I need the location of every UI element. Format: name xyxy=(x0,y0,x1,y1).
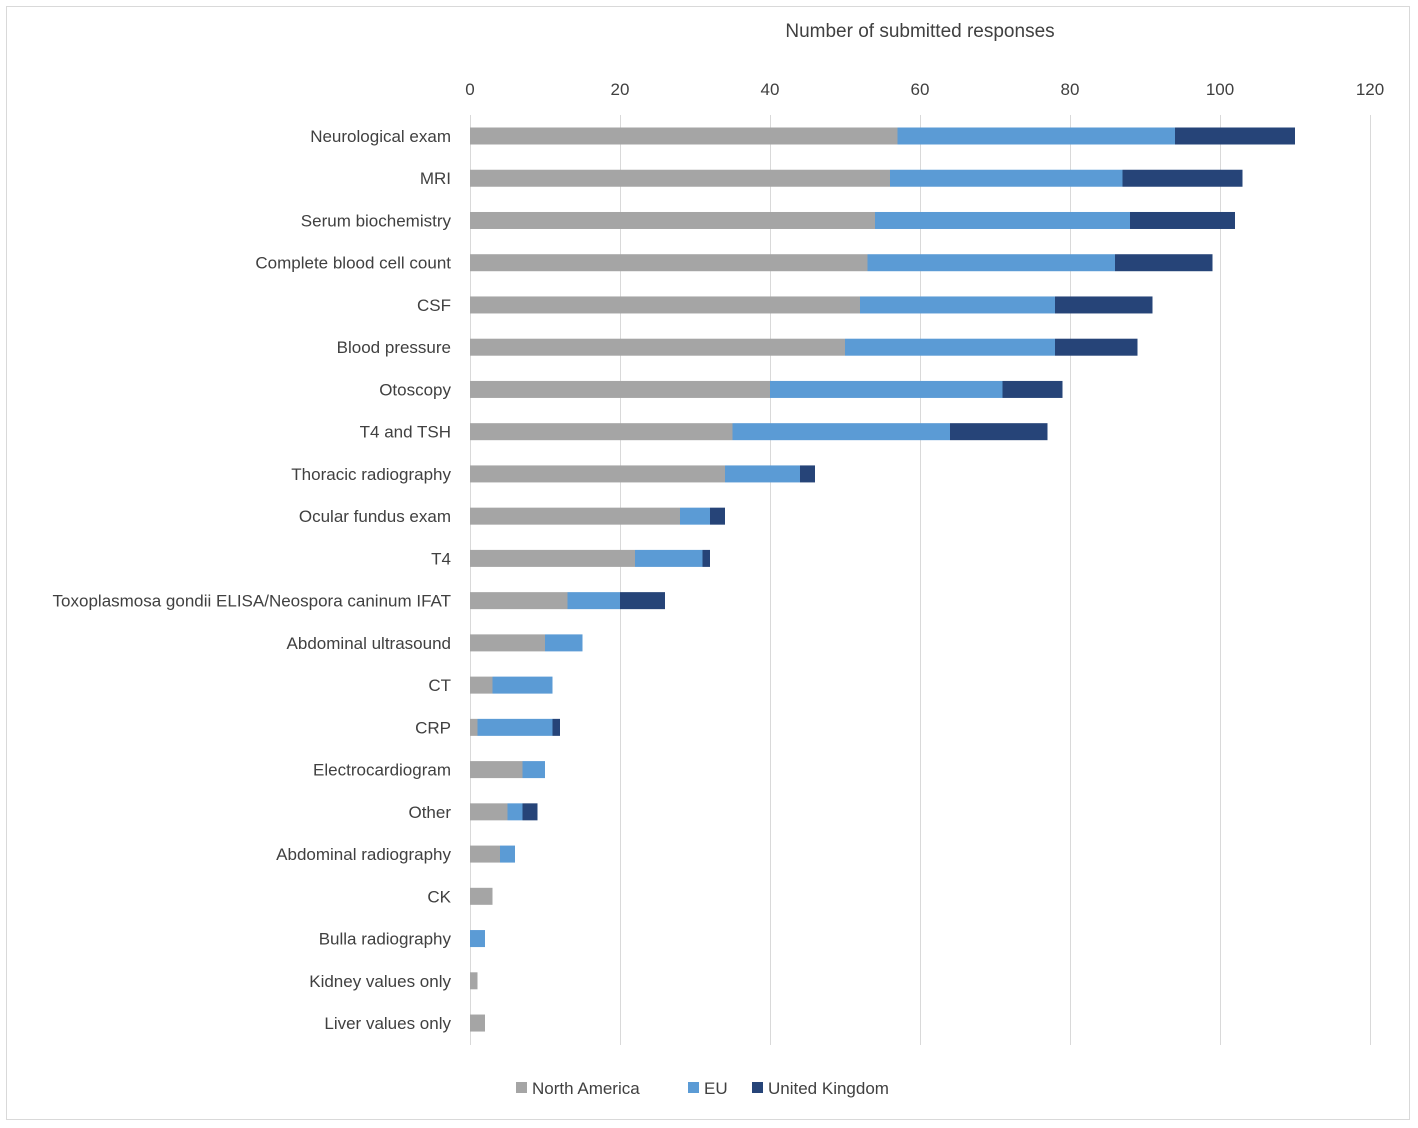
bar-united-kingdom xyxy=(1122,169,1243,187)
x-tick-label: 80 xyxy=(1061,80,1080,99)
bar-united-kingdom xyxy=(620,592,665,610)
bar-united-kingdom xyxy=(950,423,1048,441)
bar-eu xyxy=(875,211,1130,229)
category-label: Complete blood cell count xyxy=(255,254,451,273)
bar-north-america xyxy=(470,887,493,905)
legend: North America EU United Kingdom xyxy=(516,1079,889,1098)
bar-north-america xyxy=(470,423,733,441)
legend-label: United Kingdom xyxy=(768,1079,889,1098)
category-label: CSF xyxy=(417,296,451,315)
bar-north-america xyxy=(470,211,875,229)
bar-north-america xyxy=(470,592,568,610)
bar-united-kingdom xyxy=(1055,296,1153,314)
x-tick-label: 120 xyxy=(1356,80,1384,99)
bar-eu xyxy=(845,338,1055,356)
bar-eu xyxy=(492,676,553,694)
bar-eu xyxy=(507,803,523,821)
bar-united-kingdom xyxy=(800,465,815,483)
x-tick-label: 100 xyxy=(1206,80,1234,99)
category-label: CRP xyxy=(415,718,451,737)
bar-eu xyxy=(635,549,703,567)
bar-north-america xyxy=(470,845,500,863)
category-label: Electrocardiogram xyxy=(313,761,451,780)
bar-united-kingdom xyxy=(1055,338,1138,356)
bar-eu xyxy=(867,254,1115,272)
bar-north-america xyxy=(470,380,770,398)
bar-united-kingdom xyxy=(1175,127,1295,145)
bar-north-america xyxy=(470,338,845,356)
category-label: Ocular fundus exam xyxy=(299,507,451,526)
category-label: Otoscopy xyxy=(379,380,451,399)
legend-label: North America xyxy=(532,1079,640,1098)
bar-united-kingdom xyxy=(1115,254,1213,272)
category-label: Kidney values only xyxy=(309,972,451,991)
bar-united-kingdom xyxy=(552,718,560,736)
x-tick-label: 60 xyxy=(911,80,930,99)
category-label: Serum biochemistry xyxy=(301,211,452,230)
bar-north-america xyxy=(470,761,523,779)
bar-north-america xyxy=(470,296,860,314)
bar-north-america xyxy=(470,676,493,694)
bar-eu xyxy=(732,423,950,441)
category-label: Bulla radiography xyxy=(319,930,452,949)
category-label: Neurological exam xyxy=(310,127,451,146)
x-tick-label: 40 xyxy=(761,80,780,99)
bar-north-america xyxy=(470,254,868,272)
bar-eu xyxy=(890,169,1123,187)
bar-north-america xyxy=(470,465,725,483)
bar-north-america xyxy=(470,972,478,990)
bar-north-america xyxy=(470,803,508,821)
bar-eu xyxy=(477,718,553,736)
bar-eu xyxy=(500,845,515,863)
category-labels: Neurological exam MRI Serum biochemistry Co… xyxy=(53,127,452,1033)
bar-united-kingdom xyxy=(1130,211,1235,229)
bars xyxy=(470,127,1295,1032)
bar-north-america xyxy=(470,507,680,525)
category-label: T4 xyxy=(431,549,451,568)
x-axis-ticks: 0 20 40 60 80 100 120 xyxy=(465,80,1384,99)
bar-eu xyxy=(770,380,1003,398)
category-label: MRI xyxy=(420,169,451,188)
bar-eu xyxy=(545,634,583,652)
legend-label: EU xyxy=(704,1079,728,1098)
bar-north-america xyxy=(470,549,635,567)
category-label: CT xyxy=(428,676,451,695)
bar-north-america xyxy=(470,1014,485,1032)
bar-eu xyxy=(470,930,485,948)
bar-eu xyxy=(522,761,545,779)
legend-swatch-united-kingdom xyxy=(752,1082,763,1093)
bar-eu xyxy=(725,465,800,483)
bar-united-kingdom xyxy=(522,803,538,821)
category-label: Thoracic radiography xyxy=(291,465,451,484)
bar-eu xyxy=(897,127,1175,145)
category-label: Blood pressure xyxy=(337,338,451,357)
legend-swatch-north-america xyxy=(516,1082,527,1093)
bar-north-america xyxy=(470,634,545,652)
bar-north-america xyxy=(470,718,478,736)
bar-united-kingdom xyxy=(710,507,725,525)
bar-eu xyxy=(680,507,710,525)
x-tick-label: 0 xyxy=(465,80,474,99)
category-label: Abdominal ultrasound xyxy=(287,634,451,653)
bar-united-kingdom xyxy=(1002,380,1063,398)
bar-north-america xyxy=(470,169,890,187)
bar-united-kingdom xyxy=(702,549,710,567)
category-label: Liver values only xyxy=(324,1014,451,1033)
legend-swatch-eu xyxy=(688,1082,699,1093)
category-label: Abdominal radiography xyxy=(276,845,451,864)
category-label: Toxoplasmosa gondii ELISA/Neospora canin… xyxy=(53,592,451,611)
bar-eu xyxy=(567,592,620,610)
category-label: Other xyxy=(408,803,451,822)
x-axis-title: Number of submitted responses xyxy=(785,21,1054,42)
x-tick-label: 20 xyxy=(611,80,630,99)
bar-eu xyxy=(860,296,1055,314)
category-label: CK xyxy=(427,887,451,906)
category-label: T4 and TSH xyxy=(360,423,451,442)
bar-north-america xyxy=(470,127,898,145)
